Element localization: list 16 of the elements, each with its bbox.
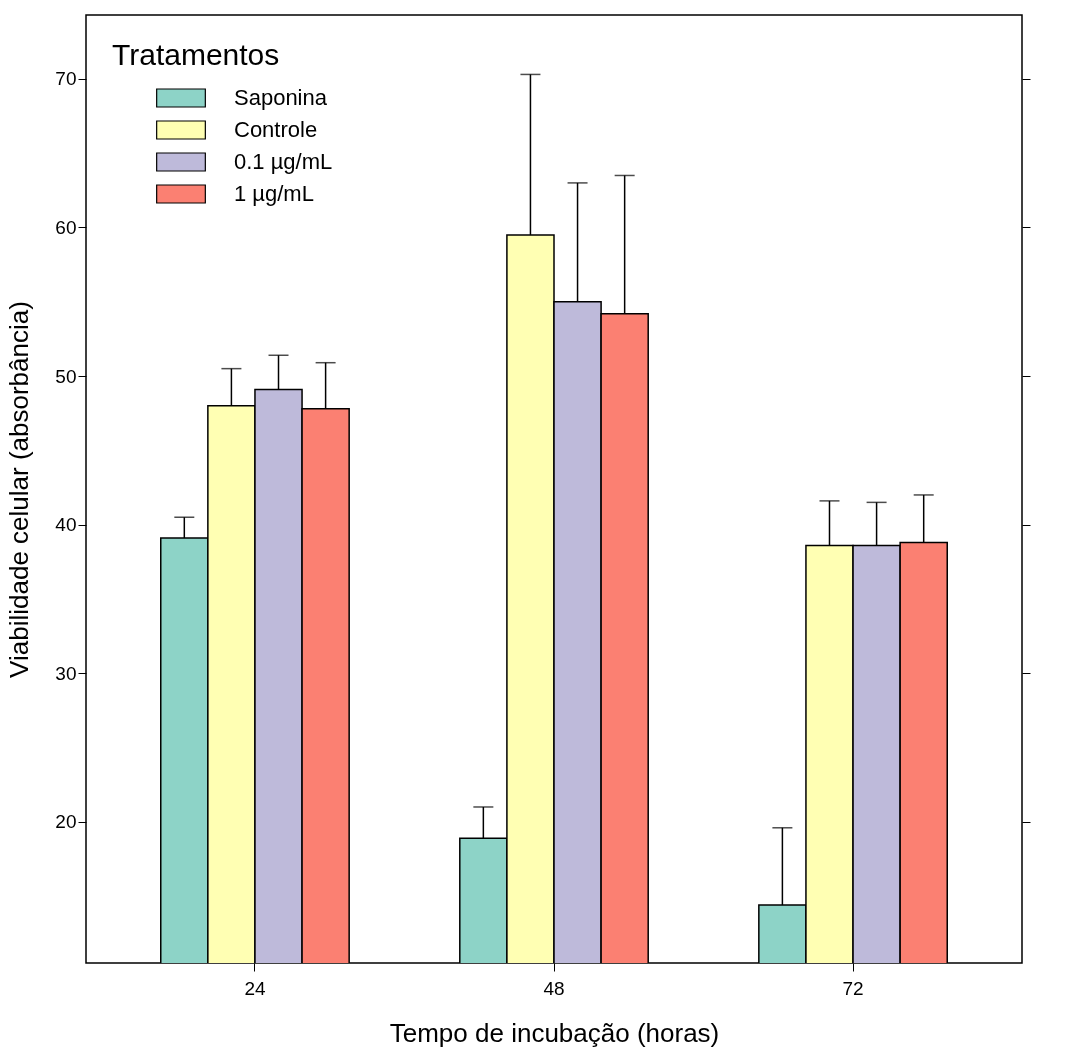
y-tick-label: 50	[55, 365, 77, 387]
x-tick-label: 48	[543, 977, 565, 999]
legend-label: 1 µg/mL	[234, 181, 314, 206]
legend-label: Saponina	[234, 85, 328, 110]
y-tick-label: 30	[55, 662, 77, 684]
y-tick-label: 60	[55, 216, 77, 238]
y-axis-title: Viabilidade celular (absorbância)	[4, 301, 35, 678]
y-tick-label: 20	[55, 811, 77, 833]
legend-label: Controle	[234, 117, 318, 142]
legend-title: Tratamentos	[112, 38, 280, 71]
y-tick-label: 40	[55, 514, 77, 536]
x-axis-title: Tempo de incubação (horas)	[389, 1017, 720, 1048]
x-tick-label: 72	[842, 977, 864, 999]
x-tick-label: 24	[244, 977, 266, 999]
y-tick-label: 70	[55, 68, 77, 90]
legend-label: 0.1 µg/mL	[234, 149, 333, 174]
